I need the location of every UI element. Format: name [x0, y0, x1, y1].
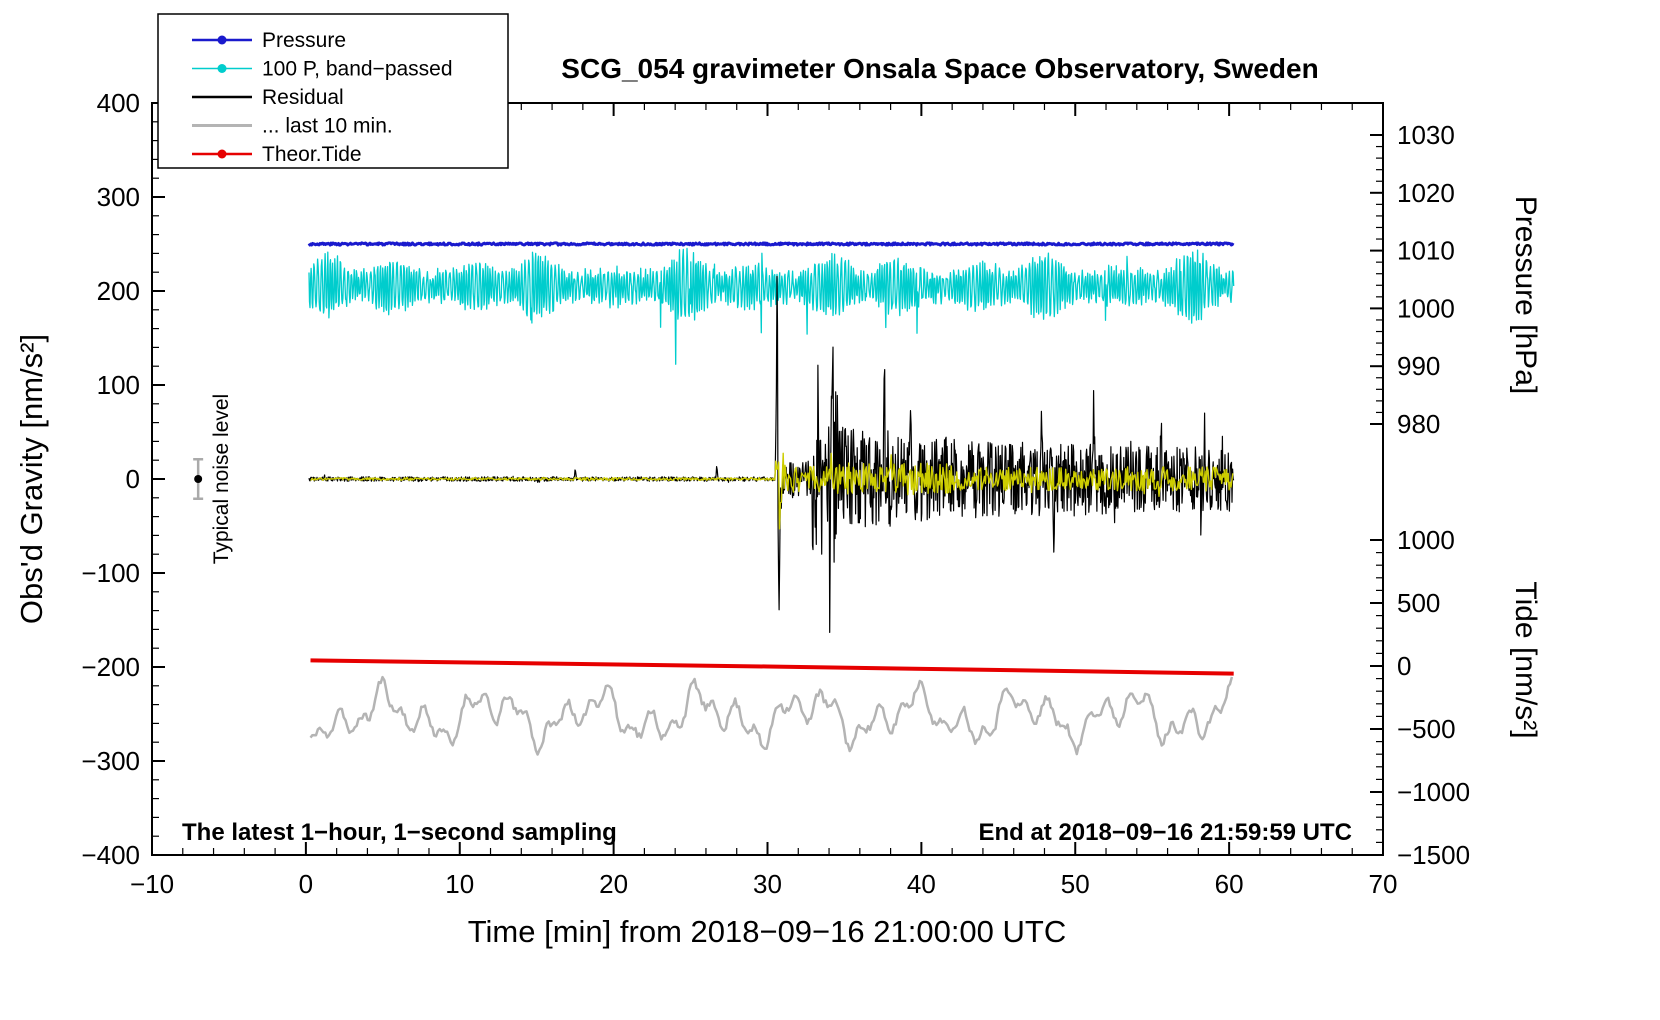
noise-level-label: Typical noise level — [210, 394, 233, 564]
chart-title: SCG_054 gravimeter Onsala Space Observat… — [561, 53, 1318, 84]
series-residual-filtered — [310, 452, 1234, 530]
y-left-tick-label: −100 — [81, 558, 140, 588]
pressure-tick-label: 1020 — [1397, 178, 1455, 208]
tide-tick-label: 1000 — [1397, 525, 1455, 555]
tide-tick-label: 500 — [1397, 588, 1440, 618]
y-left-tick-label: 100 — [97, 370, 140, 400]
legend-marker-dot — [217, 149, 227, 159]
ticks-layer: −10 0 10 20 30 40 50 60 704003002001000−100−200−… — [81, 88, 1470, 899]
legend-label: Pressure — [262, 29, 346, 52]
y-right-tide-label: Tide [nm/s²] — [1509, 581, 1542, 738]
series-pressure — [307, 241, 1235, 247]
tide-tick-label: 0 — [1397, 651, 1411, 681]
x-tick-label: 20 — [599, 869, 628, 899]
annotation-end-time: End at 2018−09−16 21:59:59 UTC — [978, 819, 1352, 846]
series-layer — [307, 241, 1235, 756]
noise-dot — [194, 475, 203, 483]
y-left-tick-label: −400 — [81, 840, 140, 870]
y-left-tick-label: 200 — [97, 276, 140, 306]
x-tick-label: 10 — [445, 869, 474, 899]
y-left-label: Obs'd Gravity [nm/s²] — [14, 334, 49, 624]
legend-item: Pressure — [192, 29, 346, 52]
legend-marker-dot — [217, 64, 227, 73]
legend: Pressure 100 P, band−passed Residual ... la… — [157, 13, 509, 169]
y-left-tick-label: −300 — [81, 746, 140, 776]
tide-tick-label: −500 — [1397, 714, 1456, 744]
x-tick-label: 50 — [1061, 869, 1090, 899]
legend-item: Residual — [192, 86, 344, 109]
legend-item: Theor.Tide — [192, 143, 362, 166]
legend-item: ... last 10 min. — [192, 115, 393, 138]
tide-tick-label: −1000 — [1397, 777, 1470, 807]
legend-label: Theor.Tide — [262, 143, 362, 166]
pressure-tick-label: 980 — [1397, 409, 1440, 439]
series-residual-last-10-min — [309, 675, 1234, 756]
series-pressure-band-passed — [308, 247, 1235, 365]
legend-label: Residual — [262, 86, 344, 109]
y-right-pressure-label: Pressure [hPa] — [1509, 196, 1542, 394]
y-left-tick-label: 300 — [97, 182, 140, 212]
pressure-tick-label: 990 — [1397, 351, 1440, 381]
x-tick-label: 0 — [299, 869, 313, 899]
x-axis-label: Time [min] from 2018−09−16 21:00:00 UTC — [468, 914, 1067, 949]
x-tick-label: −10 — [130, 869, 174, 899]
pressure-tick-label: 1000 — [1397, 293, 1455, 323]
noise-marker-layer — [193, 458, 204, 500]
x-tick-label: 30 — [753, 869, 782, 899]
x-tick-label: 40 — [907, 869, 936, 899]
legend-item: 100 P, band−passed — [192, 58, 453, 81]
y-left-tick-label: 400 — [97, 88, 140, 118]
x-tick-label: 60 — [1215, 869, 1244, 899]
x-tick-label: 70 — [1369, 869, 1398, 899]
y-left-tick-label: 0 — [126, 464, 140, 494]
series-theoretical-tide — [310, 658, 1234, 676]
annotation-sampling: The latest 1−hour, 1−second sampling — [182, 819, 617, 846]
legend-label: 100 P, band−passed — [262, 58, 453, 81]
legend-label: ... last 10 min. — [262, 115, 393, 138]
pressure-tick-label: 1010 — [1397, 236, 1455, 266]
legend-marker-dot — [217, 35, 227, 45]
tide-tick-label: −1500 — [1397, 840, 1470, 870]
y-left-tick-label: −200 — [81, 652, 140, 682]
pressure-tick-label: 1030 — [1397, 120, 1455, 150]
series-residual — [308, 275, 1235, 633]
